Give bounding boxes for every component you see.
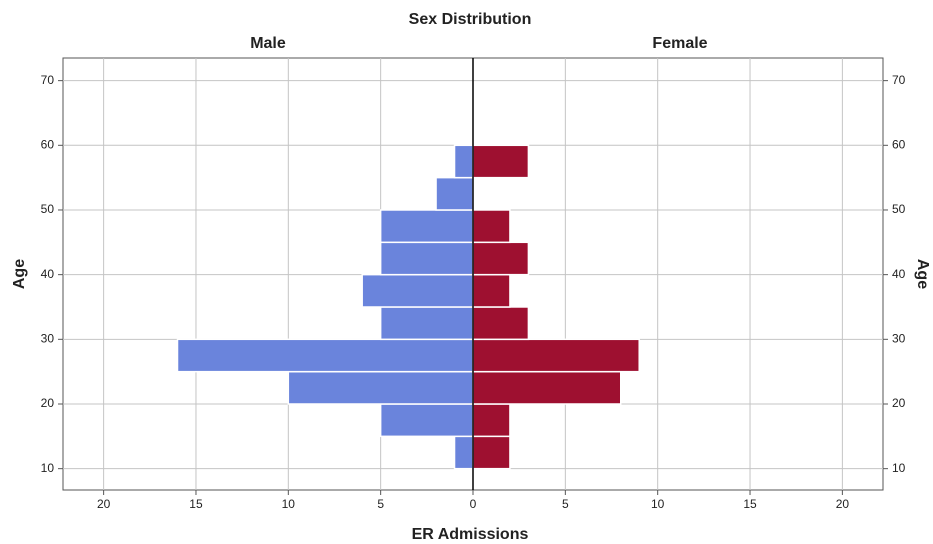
bar bbox=[287, 370, 474, 405]
bar bbox=[435, 176, 474, 211]
bar bbox=[472, 273, 511, 308]
y-tick-label-right: 30 bbox=[892, 331, 906, 345]
bar bbox=[379, 403, 474, 438]
y-tick-label: 30 bbox=[41, 331, 55, 345]
y-tick-label-right: 50 bbox=[892, 202, 906, 216]
bar bbox=[472, 241, 530, 276]
bar bbox=[379, 209, 474, 244]
bar bbox=[176, 338, 474, 373]
y-tick-label-right: 40 bbox=[892, 267, 906, 281]
x-tick-label: 5 bbox=[562, 497, 569, 511]
chart-title: Sex Distribution bbox=[409, 11, 532, 28]
bar bbox=[361, 273, 474, 308]
bar bbox=[453, 144, 474, 179]
x-tick-label: 15 bbox=[189, 497, 203, 511]
bar bbox=[472, 370, 622, 405]
bar bbox=[379, 306, 474, 341]
bar bbox=[472, 403, 511, 438]
x-tick-label: 15 bbox=[743, 497, 757, 511]
x-tick-label: 0 bbox=[470, 497, 477, 511]
bar bbox=[472, 209, 511, 244]
x-tick-label: 5 bbox=[377, 497, 384, 511]
bar bbox=[472, 435, 511, 470]
y-tick-label-right: 70 bbox=[892, 73, 906, 87]
y-tick-label: 60 bbox=[41, 137, 55, 151]
y-tick-label: 20 bbox=[41, 396, 55, 410]
y-tick-label: 50 bbox=[41, 202, 55, 216]
y-tick-label: 70 bbox=[41, 73, 55, 87]
bar bbox=[472, 144, 530, 179]
bar bbox=[472, 338, 640, 373]
bar bbox=[472, 306, 530, 341]
x-tick-label: 10 bbox=[651, 497, 665, 511]
y-tick-label: 40 bbox=[41, 267, 55, 281]
x-tick-label: 20 bbox=[836, 497, 850, 511]
y-tick-label-right: 60 bbox=[892, 137, 906, 151]
y-axis-label: Age bbox=[11, 259, 28, 289]
y-tick-label-right: 10 bbox=[892, 461, 906, 475]
bar bbox=[453, 435, 474, 470]
x-tick-label: 10 bbox=[282, 497, 296, 511]
x-tick-label: 20 bbox=[97, 497, 111, 511]
female-header: Female bbox=[652, 35, 707, 52]
y-tick-label: 10 bbox=[41, 461, 55, 475]
male-header: Male bbox=[250, 35, 286, 52]
y-tick-label-right: 20 bbox=[892, 396, 906, 410]
x-axis-label: ER Admissions bbox=[412, 526, 529, 543]
bar bbox=[379, 241, 474, 276]
y-axis-label-right: Age bbox=[914, 259, 931, 289]
